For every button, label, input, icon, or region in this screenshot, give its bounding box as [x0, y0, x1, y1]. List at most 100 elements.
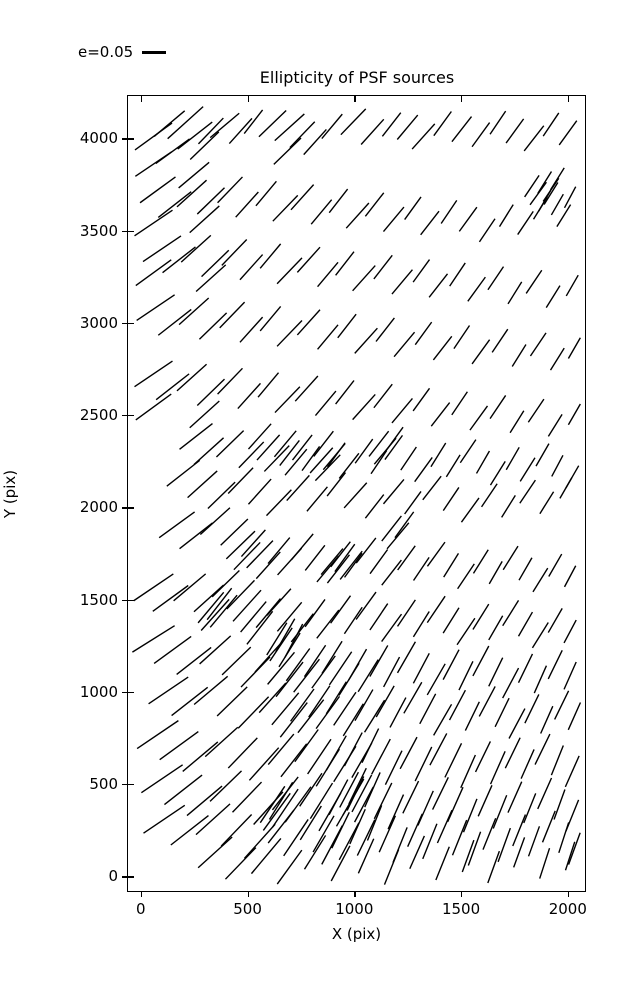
whisker	[520, 749, 535, 779]
whisker	[433, 703, 453, 736]
whisker	[195, 803, 231, 836]
whisker	[276, 849, 303, 885]
whisker	[224, 847, 257, 880]
whisker	[293, 658, 320, 693]
whisker	[414, 321, 433, 346]
whisker	[284, 448, 308, 476]
whisker	[351, 774, 373, 813]
whisker	[489, 395, 507, 419]
whisker	[355, 591, 377, 620]
whisker	[558, 822, 570, 854]
whisker	[554, 690, 570, 720]
whisker	[383, 426, 404, 454]
y-tick-inner	[128, 507, 134, 509]
y-tick-label: 1500	[79, 590, 118, 609]
whisker	[178, 297, 210, 326]
whisker	[148, 676, 189, 705]
whisker	[247, 478, 272, 505]
whisker	[285, 648, 311, 682]
whisker	[279, 702, 308, 738]
whisker	[444, 742, 463, 778]
whisker	[166, 459, 201, 487]
whisker	[542, 112, 560, 137]
whisker	[448, 689, 467, 721]
whisker	[467, 831, 482, 866]
plot-area: 0 500 1000 1500 2000 2500 3000 3500 4000 0 500 1000…	[80, 95, 587, 918]
x-tick-label: 1000	[335, 900, 374, 918]
whisker	[340, 108, 367, 136]
whisker	[134, 151, 173, 177]
y-tick-label: 3500	[79, 221, 118, 240]
whisker	[280, 743, 308, 778]
whisker	[512, 814, 527, 847]
whisker	[134, 209, 173, 237]
whisker	[182, 741, 219, 772]
whisker	[198, 312, 228, 340]
y-tick-label: 1000	[79, 682, 118, 701]
whisker	[312, 815, 335, 853]
x-tick-label: 0	[136, 900, 146, 918]
whisker	[189, 400, 220, 429]
whisker	[206, 587, 233, 621]
whisker	[529, 332, 547, 357]
whisker	[180, 234, 212, 263]
whisker	[308, 685, 331, 718]
x-tick-inner	[567, 96, 570, 102]
whisker	[201, 249, 230, 278]
whisker	[217, 176, 243, 204]
whisker	[563, 186, 577, 209]
whisker	[375, 685, 395, 718]
whisker	[266, 588, 292, 616]
whisker	[422, 823, 438, 860]
whisker	[524, 175, 540, 198]
whisker	[565, 274, 579, 297]
whisker	[464, 701, 480, 731]
whisker	[480, 483, 498, 508]
whisker	[373, 383, 393, 409]
whisker	[505, 446, 520, 471]
whisker	[196, 187, 225, 215]
whisker	[303, 835, 327, 870]
legend-label: e=0.05	[78, 43, 134, 61]
x-axis-title: X (pix)	[331, 925, 382, 943]
whisker	[162, 246, 196, 274]
y-tick	[122, 599, 128, 601]
whisker	[306, 486, 328, 512]
whisker	[219, 301, 246, 329]
whisker	[309, 447, 334, 474]
whisker	[220, 518, 249, 546]
whisker	[328, 779, 349, 816]
whisker	[330, 845, 351, 882]
whisker	[246, 610, 274, 645]
whisker	[273, 430, 297, 458]
whisker	[523, 793, 537, 824]
whisker	[399, 736, 418, 770]
whisker	[417, 790, 434, 826]
whisker	[338, 822, 360, 861]
whisker	[391, 398, 413, 424]
y-tick	[122, 784, 128, 786]
whisker	[414, 746, 433, 782]
whisker	[354, 327, 378, 354]
whisker	[460, 754, 477, 789]
whisker	[164, 774, 203, 806]
whisker	[276, 319, 303, 347]
whisker	[207, 481, 236, 510]
whisker	[237, 696, 270, 729]
whisker	[435, 846, 450, 881]
whisker	[333, 691, 357, 726]
y-tick-inner	[128, 322, 134, 325]
whisker	[517, 611, 534, 637]
whisker	[334, 543, 356, 573]
whisker	[527, 398, 545, 423]
whisker	[396, 599, 416, 627]
whisker	[442, 607, 460, 634]
whisker	[494, 697, 510, 728]
whisker	[430, 402, 451, 427]
whisker	[436, 809, 453, 844]
whisker	[352, 265, 376, 292]
whisker	[290, 533, 314, 561]
whisker	[339, 550, 363, 580]
whisker	[158, 511, 196, 539]
